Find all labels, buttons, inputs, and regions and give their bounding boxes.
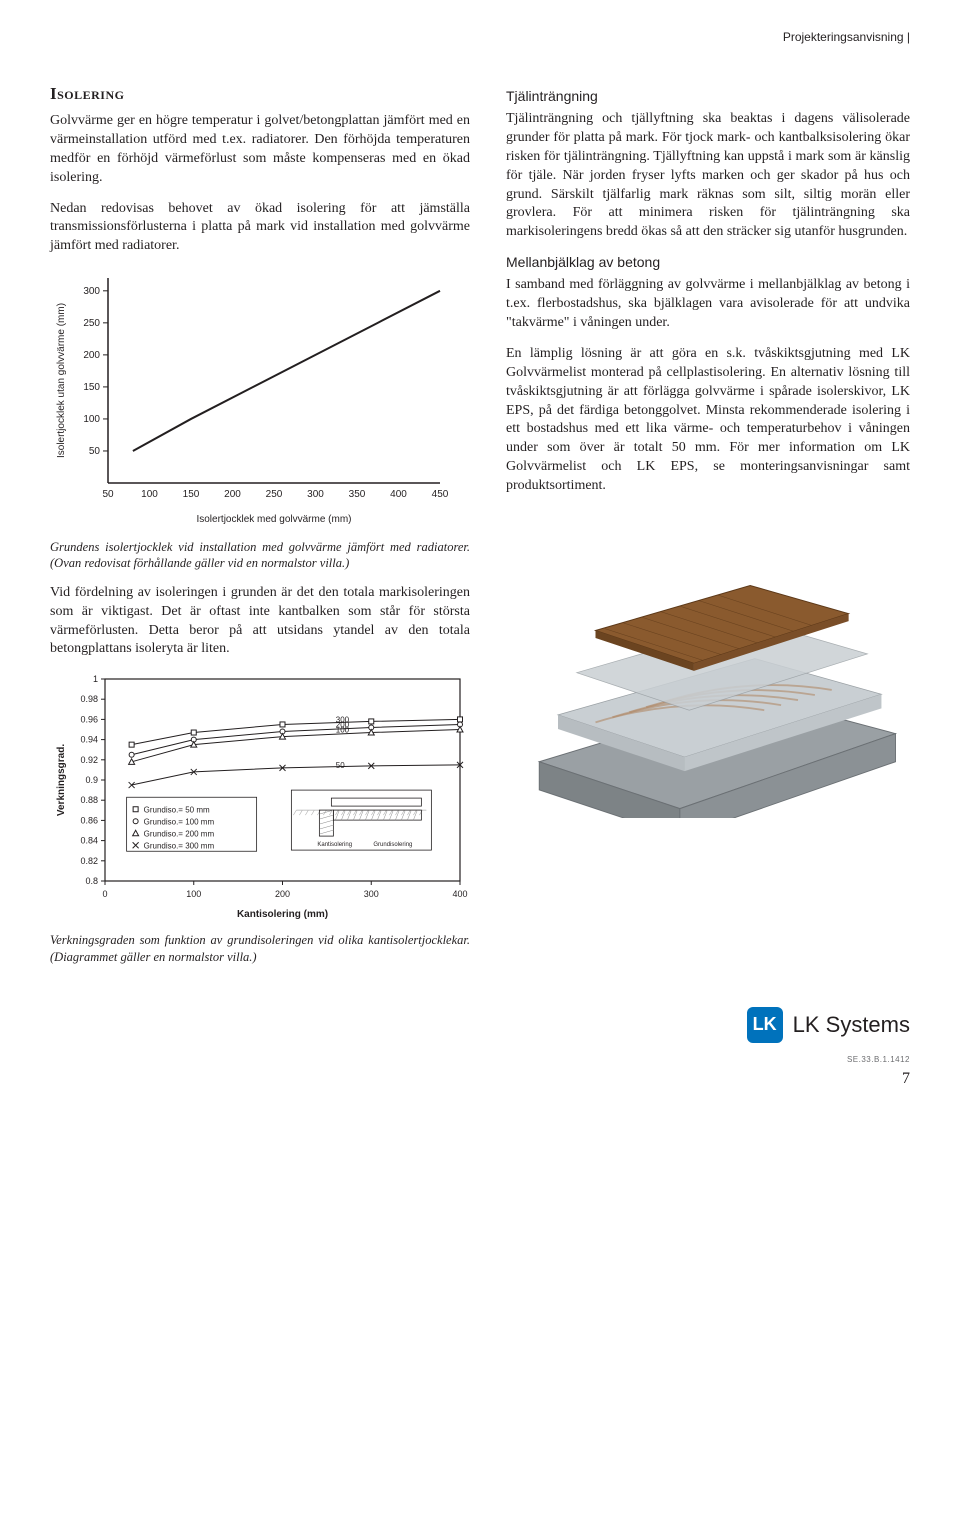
svg-text:Grundiso.= 300 mm: Grundiso.= 300 mm (144, 842, 215, 851)
svg-text:50: 50 (336, 761, 345, 770)
svg-text:1: 1 (93, 674, 98, 684)
left-paragraph-3: Vid fördelning av isoleringen i grunden … (50, 584, 470, 660)
section-heading-isolering: Isolering (50, 84, 470, 104)
logo: LK LK Systems (747, 1007, 910, 1043)
svg-text:400: 400 (390, 489, 407, 500)
svg-text:Isolertjocklek med golvvärme (: Isolertjocklek med golvvärme (mm) (196, 514, 351, 525)
svg-text:Grundiso.= 50 mm: Grundiso.= 50 mm (144, 806, 210, 815)
svg-text:0.84: 0.84 (80, 836, 98, 846)
svg-text:250: 250 (83, 318, 100, 329)
svg-text:50: 50 (89, 446, 101, 457)
svg-text:100: 100 (336, 726, 350, 735)
logo-text: LK Systems (793, 1012, 910, 1038)
svg-text:Grundisolering: Grundisolering (373, 842, 412, 848)
subhead-mellanbjalklag: Mellanbjälklag av betong (506, 254, 910, 270)
right-paragraph-1: Tjälinträngning och tjällyftning ska bea… (506, 110, 910, 242)
svg-text:200: 200 (83, 350, 100, 361)
svg-text:350: 350 (349, 489, 366, 500)
svg-text:Verkningsgrad.: Verkningsgrad. (56, 744, 67, 816)
svg-text:100: 100 (141, 489, 158, 500)
svg-text:0.92: 0.92 (80, 755, 98, 765)
svg-text:200: 200 (224, 489, 241, 500)
svg-text:150: 150 (183, 489, 200, 500)
subhead-tjalintrangning: Tjälinträngning (506, 88, 910, 104)
svg-text:Grundiso.= 200 mm: Grundiso.= 200 mm (144, 830, 215, 839)
left-paragraph-2: Nedan redovisas behovet av ökad isolerin… (50, 200, 470, 257)
left-paragraph-1: Golvvärme ger en högre temperatur i golv… (50, 112, 470, 188)
svg-text:Kantisolering (mm): Kantisolering (mm) (237, 909, 328, 920)
svg-text:0.9: 0.9 (85, 775, 98, 785)
svg-text:450: 450 (432, 489, 449, 500)
chart-isolertjocklek: 50 100 150 200 250 300 50 100 150 200 250 300 350 400… (50, 268, 470, 533)
svg-text:150: 150 (83, 382, 100, 393)
svg-text:300: 300 (83, 286, 100, 297)
svg-text:0.82: 0.82 (80, 856, 98, 866)
svg-text:50: 50 (102, 489, 114, 500)
svg-text:100: 100 (83, 414, 100, 425)
svg-text:0.98: 0.98 (80, 694, 98, 704)
page-number: 7 (902, 1070, 910, 1088)
right-paragraph-2: I samband med förläggning av golvvärme i… (506, 276, 910, 333)
svg-text:Grundiso.= 100 mm: Grundiso.= 100 mm (144, 818, 215, 827)
right-paragraph-3: En lämplig lösning är att göra en s.k. t… (506, 345, 910, 496)
chart-verkningsgrad: 0.80.820.840.860.880.90.920.940.960.9810… (50, 671, 470, 926)
svg-text:Kantisolering: Kantisolering (317, 842, 352, 848)
svg-text:0: 0 (102, 889, 107, 899)
chart2-caption: Verkningsgraden som funktion av grundiso… (50, 932, 470, 965)
page-footer: LK LK Systems SE.33.B.1.1412 7 (50, 1007, 910, 1088)
svg-text:300: 300 (307, 489, 324, 500)
left-column: Isolering Golvvärme ger en högre tempera… (50, 84, 470, 977)
svg-text:0.8: 0.8 (85, 876, 98, 886)
svg-text:400: 400 (452, 889, 467, 899)
floor-layers-illustration (506, 518, 910, 818)
svg-text:Isolertjocklek utan golvvärme: Isolertjocklek utan golvvärme (mm) (56, 303, 67, 458)
svg-text:200: 200 (275, 889, 290, 899)
svg-text:100: 100 (186, 889, 201, 899)
header-breadcrumb: Projekteringsanvisning | (50, 30, 910, 44)
svg-text:300: 300 (364, 889, 379, 899)
chart1-svg: 50 100 150 200 250 300 50 100 150 200 250 300 350 400… (50, 268, 450, 528)
svg-text:0.94: 0.94 (80, 735, 98, 745)
svg-text:0.88: 0.88 (80, 795, 98, 805)
svg-text:0.96: 0.96 (80, 715, 98, 725)
logo-badge: LK (747, 1007, 783, 1043)
svg-text:250: 250 (266, 489, 283, 500)
svg-text:0.86: 0.86 (80, 816, 98, 826)
right-column: Tjälinträngning Tjälinträngning och tjäl… (506, 84, 910, 977)
chart1-caption: Grundens isolertjocklek vid installation… (50, 539, 470, 572)
main-columns: Isolering Golvvärme ger en högre tempera… (50, 84, 910, 977)
chart2-svg: 0.80.820.840.860.880.90.920.940.960.9810… (50, 671, 470, 921)
document-id: SE.33.B.1.1412 (847, 1055, 910, 1064)
